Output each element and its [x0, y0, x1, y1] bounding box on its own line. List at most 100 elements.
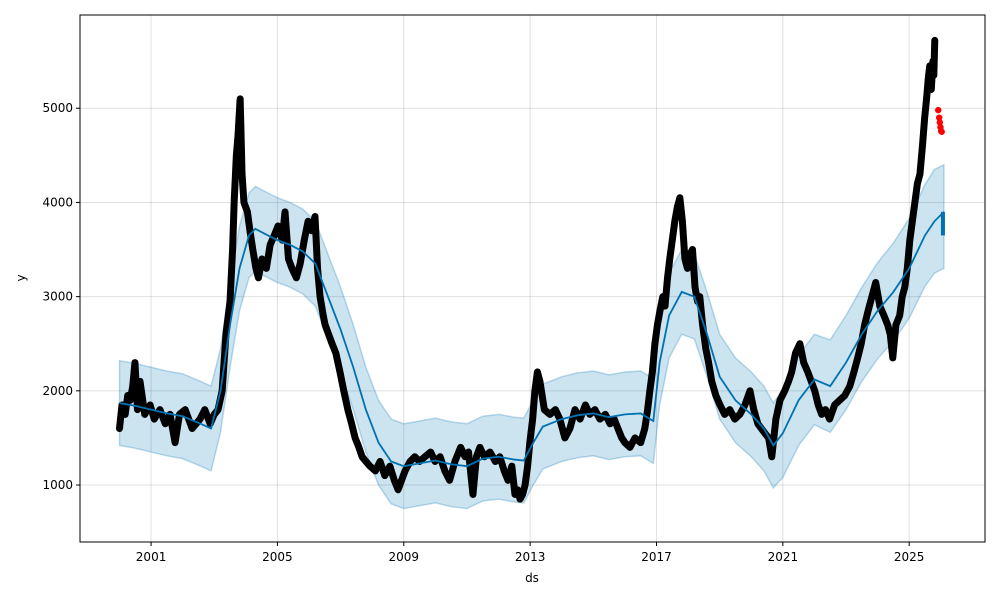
observed-point: [486, 448, 494, 456]
observed-point: [436, 453, 444, 460]
observed-point: [649, 368, 656, 376]
observed-point: [129, 382, 136, 390]
observed-point: [702, 345, 709, 352]
observed-point: [772, 415, 780, 423]
observed-point: [504, 477, 512, 484]
observed-point: [134, 406, 141, 413]
observed-point: [536, 378, 544, 385]
observed-point: [127, 397, 134, 404]
observed-point: [546, 411, 554, 418]
observed-point: [124, 392, 131, 399]
observed-point: [659, 293, 667, 300]
observed-point: [469, 491, 477, 498]
observed-point: [141, 411, 148, 418]
observed-point: [689, 246, 696, 253]
observed-point: [896, 312, 903, 319]
y-axis-label: y: [14, 274, 28, 281]
observed-point: [822, 406, 829, 413]
observed-point: [626, 444, 634, 451]
y-tick-label: 2000: [42, 384, 73, 398]
observed-point: [582, 401, 589, 409]
highlighted-point: [938, 128, 945, 135]
observed-point: [473, 453, 480, 460]
observed-point: [671, 218, 679, 225]
observed-point: [131, 359, 139, 366]
y-tick-label: 5000: [42, 101, 73, 115]
observed-point: [328, 340, 336, 347]
observed-point: [731, 415, 739, 423]
observed-point: [637, 439, 644, 446]
observed-point: [519, 491, 526, 498]
observed-point: [716, 401, 724, 409]
observed-point: [876, 302, 884, 310]
observed-point: [621, 439, 629, 446]
x-tick-label: 2021: [768, 550, 799, 564]
observed-point: [362, 458, 370, 465]
observed-point: [576, 415, 584, 423]
observed-point: [386, 462, 394, 470]
observed-point: [514, 486, 521, 493]
observed-point: [196, 415, 204, 423]
observed-point: [631, 434, 639, 442]
x-tick-label: 2005: [262, 550, 293, 564]
observed-point: [526, 439, 534, 446]
observed-point: [552, 406, 559, 413]
observed-point: [864, 307, 872, 314]
uncertainty-band: [118, 163, 945, 510]
observed-point: [476, 444, 484, 451]
observed-point: [465, 448, 472, 456]
observed-point: [541, 406, 548, 413]
observed-point: [451, 458, 459, 465]
observed-point: [884, 321, 891, 329]
observed-point: [750, 406, 757, 413]
observed-point: [606, 420, 614, 427]
observed-point: [376, 458, 384, 465]
observed-point: [726, 406, 733, 413]
observed-point: [316, 293, 324, 300]
observed-point: [136, 378, 144, 385]
yhat-line: [119, 211, 945, 468]
observed-point: [529, 415, 536, 423]
plot-frame: [79, 14, 986, 543]
observed-point: [501, 467, 508, 475]
observed-point: [788, 368, 795, 376]
observed-point: [831, 401, 838, 409]
observed-point: [785, 378, 792, 385]
observed-point: [244, 208, 251, 216]
observed-point: [492, 458, 499, 465]
observed-point: [669, 236, 676, 244]
observed-point: [288, 265, 296, 272]
observed-point: [930, 72, 938, 79]
x-tick-label: 2013: [515, 550, 546, 564]
observed-point: [188, 425, 196, 432]
observed-point: [776, 397, 784, 404]
observed-point: [446, 477, 453, 484]
observed-point: [281, 208, 289, 216]
observed-point: [230, 199, 238, 206]
observed-point: [646, 387, 654, 395]
observed-point: [293, 274, 300, 281]
observed-point: [240, 199, 248, 206]
observed-point: [566, 425, 574, 432]
observed-point: [561, 434, 569, 442]
observed-point: [252, 265, 260, 272]
observed-point: [818, 411, 825, 418]
y-axis: 1000 2000 3000 4000 5000: [42, 101, 80, 492]
observed-point: [841, 392, 848, 399]
observed-point: [372, 467, 379, 475]
observed-point: [457, 444, 464, 451]
observed-point: [811, 387, 818, 395]
observed-point: [285, 255, 292, 263]
x-tick-label: 2017: [641, 550, 672, 564]
observed-point: [511, 491, 519, 498]
observed-point: [691, 284, 699, 291]
observed-point: [800, 359, 807, 366]
observed-point: [308, 227, 315, 234]
observed-point: [181, 406, 189, 413]
observed-point: [406, 458, 414, 465]
observed-point: [651, 340, 659, 347]
observed-point: [116, 425, 123, 432]
observed-point: [394, 486, 402, 493]
observed-point: [332, 349, 340, 357]
observed-point: [222, 331, 230, 338]
